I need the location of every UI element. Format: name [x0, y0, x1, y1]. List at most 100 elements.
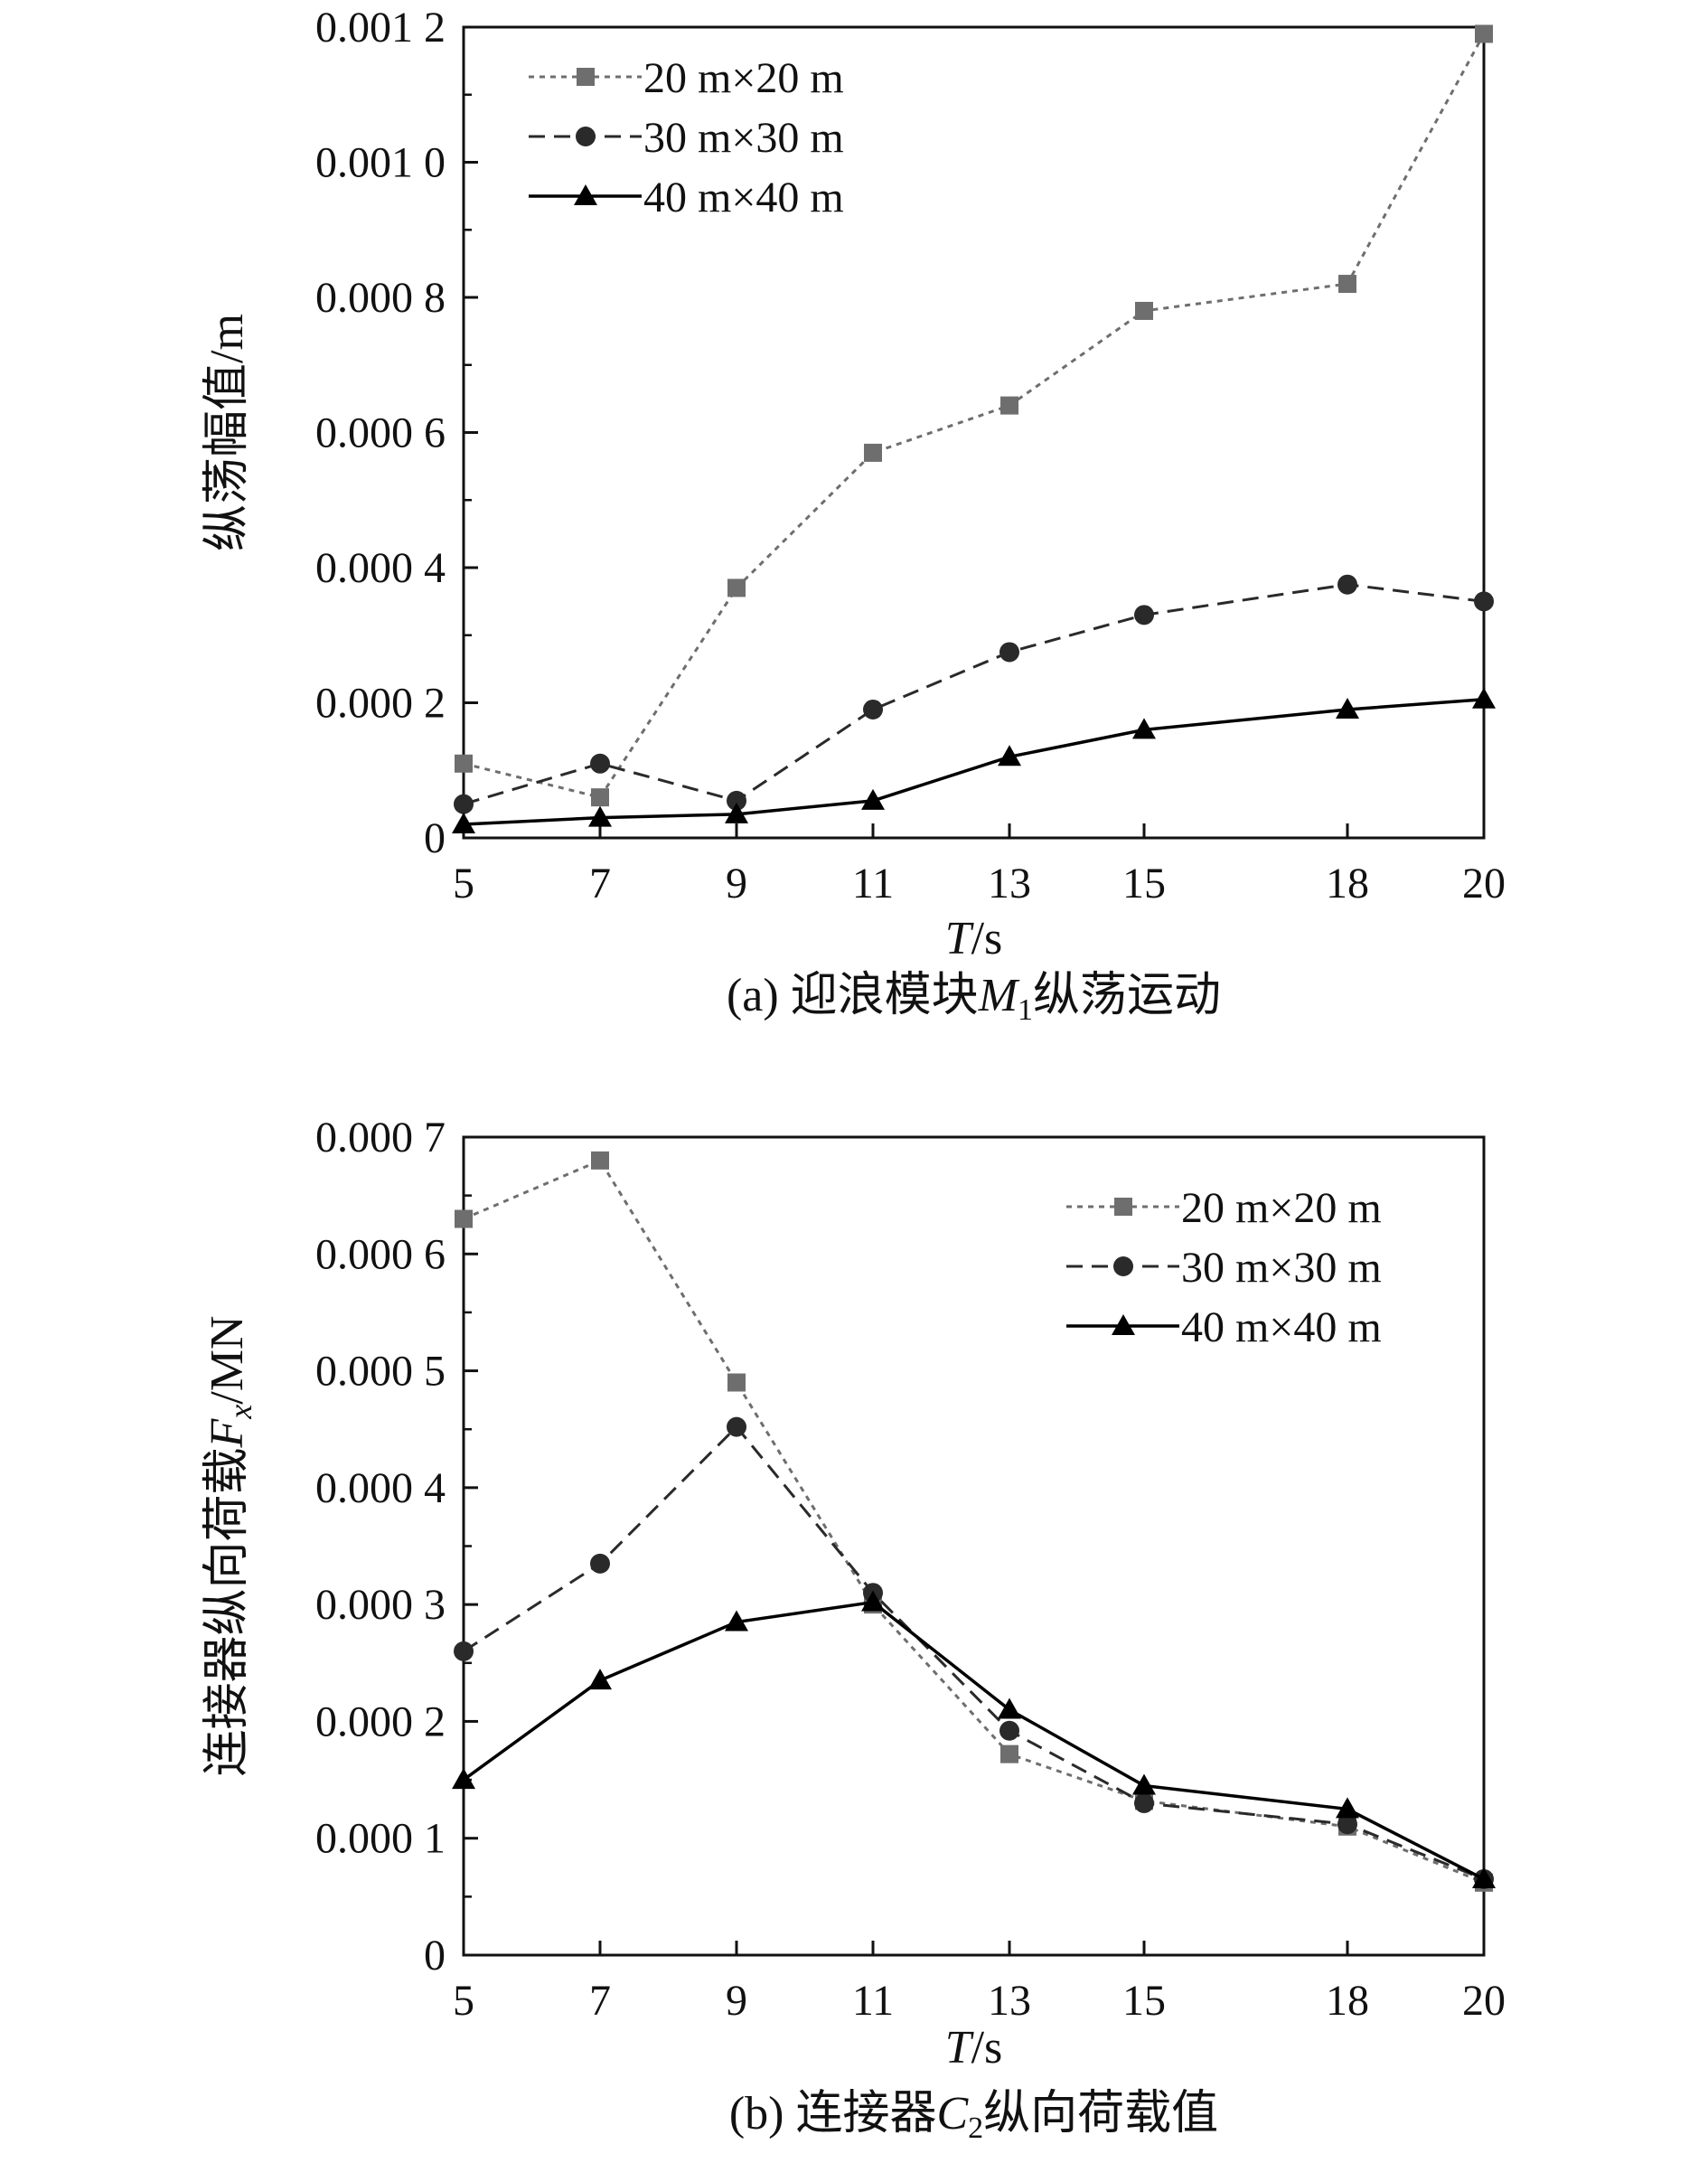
- data-point: [1472, 1867, 1496, 1888]
- series-circle: [454, 574, 1494, 814]
- x-tick-label: 9: [726, 860, 747, 908]
- plot-frame: [462, 25, 1486, 840]
- y-tick-label: 0.000 2: [315, 680, 446, 728]
- y-tick-label: 0.000 2: [315, 1697, 446, 1745]
- caption-symbol: M: [978, 970, 1020, 1021]
- data-point: [727, 790, 746, 811]
- y-tick-label: 0.000 3: [315, 1581, 446, 1629]
- x-tick-label: 5: [453, 860, 474, 908]
- y-tick-label: 0.000 5: [315, 1348, 446, 1396]
- data-point: [590, 753, 610, 774]
- chart-caption: (b) 连接器C2纵向荷载值: [729, 2088, 1218, 2145]
- legend-marker: [1112, 1314, 1135, 1335]
- y-axis-label-text: 连接器纵向荷载: [202, 1447, 253, 1776]
- data-point: [455, 754, 473, 773]
- data-point: [861, 788, 885, 810]
- x-axis-label-unit: /s: [971, 2022, 1003, 2074]
- y-axis-label-symbol: F: [202, 1417, 253, 1448]
- x-tick-label: 9: [726, 1977, 747, 2025]
- data-point: [591, 1151, 609, 1170]
- data-point: [1134, 605, 1154, 625]
- x-tick-label: 20: [1462, 860, 1506, 908]
- data-point: [725, 802, 748, 823]
- y-axis-label: 连接器纵向荷载Fx/MN: [202, 1315, 258, 1776]
- y-axis-label: 纵荡幅值/m: [202, 314, 253, 551]
- data-point: [588, 1669, 612, 1690]
- x-axis-label-symbol: T: [945, 2022, 974, 2074]
- data-point: [1474, 591, 1494, 612]
- data-point: [1000, 396, 1018, 415]
- series-triangle: [452, 1590, 1496, 1888]
- y-axis-label-subscript: x: [222, 1405, 258, 1420]
- x-axis-label-unit: /s: [971, 913, 1003, 964]
- data-point: [998, 1697, 1021, 1719]
- caption-suffix: 纵向荷载值: [983, 2088, 1218, 2139]
- x-tick-label: 18: [1326, 1977, 1369, 2025]
- y-tick-label: 0.000 7: [315, 1114, 446, 1161]
- x-axis-label: T/s: [945, 2022, 1003, 2074]
- data-point: [1132, 1773, 1156, 1795]
- legend-marker: [577, 68, 595, 86]
- data-point: [725, 1610, 748, 1632]
- y-tick-label: 0.000 6: [315, 409, 446, 457]
- chart-b: 0 0.000 1 0.000 2 0.000 3 0.000 4 0.000 5 0.00…: [202, 1114, 1506, 2145]
- data-point: [864, 443, 882, 462]
- series-line: [463, 1425, 1485, 1881]
- data-point: [1336, 697, 1359, 719]
- y-tick-label: 0.000 1: [315, 1815, 446, 1863]
- series-line: [463, 1158, 1485, 1885]
- x-tick-label: 15: [1122, 860, 1166, 908]
- x-tick-label: 11: [852, 1977, 894, 2025]
- legend-label: 30 m×30 m: [643, 114, 844, 162]
- chart-a: 0 0.000 2 0.000 4 0.000 6 0.000 8 0.001 0 0.00…: [202, 4, 1506, 1027]
- y-tick-label: 0.000 8: [315, 274, 446, 322]
- legend-label: 40 m×40 m: [643, 174, 844, 221]
- caption-symbol: C: [936, 2088, 969, 2139]
- data-point: [452, 1768, 475, 1790]
- data-point: [455, 1209, 473, 1228]
- legend-label: 20 m×20 m: [1181, 1184, 1382, 1232]
- y-tick-label: 0.000 4: [315, 544, 446, 592]
- data-point: [727, 1416, 746, 1437]
- chart-caption: (a) 迎浪模块M1纵荡运动: [727, 970, 1221, 1027]
- x-tick-label: 7: [589, 860, 611, 908]
- data-point: [1135, 301, 1153, 320]
- data-point: [1337, 574, 1357, 595]
- x-tick-label: 13: [988, 1977, 1031, 2025]
- data-point: [590, 1553, 610, 1574]
- data-point: [998, 745, 1021, 766]
- y-tick-label: 0: [424, 1932, 446, 1980]
- data-point: [591, 788, 609, 807]
- data-point: [863, 699, 883, 719]
- series-line: [463, 698, 1485, 826]
- data-point: [727, 1373, 746, 1392]
- data-point: [861, 1590, 885, 1612]
- x-tick-label: 13: [988, 860, 1031, 908]
- series-square: [455, 24, 1493, 807]
- data-point: [1336, 1797, 1359, 1819]
- x-tick-label: 7: [589, 1977, 611, 2025]
- data-point: [1132, 718, 1156, 739]
- series-line: [462, 1600, 1485, 1881]
- x-tick-label: 15: [1122, 1977, 1166, 2025]
- data-point: [999, 1720, 1019, 1741]
- data-point: [1338, 275, 1356, 294]
- x-axis-label: T/s: [945, 913, 1003, 964]
- data-point: [454, 794, 474, 814]
- legend-label: 40 m×40 m: [1181, 1303, 1382, 1351]
- caption-suffix: 纵荡运动: [1033, 970, 1221, 1021]
- x-axis-label-symbol: T: [945, 913, 974, 964]
- series-triangle: [452, 687, 1496, 834]
- caption-subscript: 1: [1018, 993, 1033, 1027]
- series-circle: [454, 1416, 1494, 1889]
- caption-subscript: 2: [968, 2111, 983, 2145]
- data-point: [1475, 24, 1493, 43]
- caption-prefix: (a) 迎浪模块: [727, 970, 979, 1021]
- legend-marker: [574, 184, 597, 205]
- legend-marker: [1113, 1256, 1133, 1276]
- caption-prefix: (b) 连接器: [729, 2088, 937, 2139]
- legend-marker: [1114, 1198, 1132, 1216]
- series-line: [463, 33, 1486, 799]
- legend-label: 20 m×20 m: [643, 54, 844, 102]
